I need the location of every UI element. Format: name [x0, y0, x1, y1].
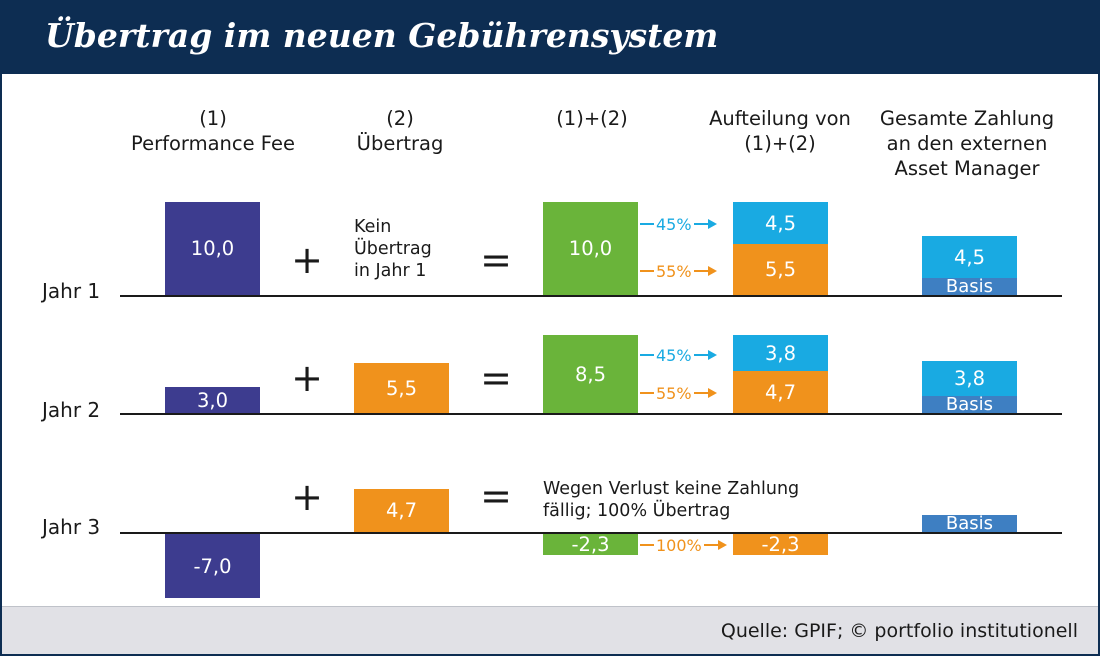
payment-bar-2: 3,8	[922, 361, 1017, 396]
uebertrag-bar-2: 5,5	[354, 363, 449, 413]
baseline-3	[120, 532, 1062, 534]
column-header-sum: (1)+(2)	[556, 107, 628, 130]
arrow-head-icon	[707, 388, 717, 398]
split-bar-100-3: -2,3	[733, 533, 828, 556]
year-label-1: Jahr 1	[42, 279, 101, 303]
sum-bar-1: 10,0	[543, 202, 638, 295]
split-bar-45-1: 4,5	[733, 202, 828, 244]
payment-base-1: Basis	[922, 276, 1017, 297]
payment-bar-1: 4,5	[922, 236, 1017, 278]
plus-sign-3: +	[291, 475, 323, 519]
arrow-head-icon	[707, 266, 717, 276]
sum-bar-2: 8,5	[543, 335, 638, 413]
equals-sign-2: =	[480, 356, 512, 400]
baseline-2	[120, 413, 1062, 415]
year-label-2: Jahr 2	[42, 398, 101, 422]
column-header-performance-fee: (1) Performance Fee	[131, 107, 295, 155]
column-header-gesamt: Gesamte Zahlung an den externen Asset Ma…	[879, 107, 1055, 180]
plus-sign-1: +	[291, 238, 323, 282]
uebertrag-note-1: Kein Übertrag in Jahr 1	[354, 217, 432, 281]
split-bar-45-2: 3,8	[733, 335, 828, 371]
equals-sign-3: =	[480, 474, 512, 518]
arrow-head-icon	[707, 219, 717, 229]
split-bar-55-1: 5,5	[733, 244, 828, 295]
performance-fee-bar-3: -7,0	[165, 534, 260, 598]
baseline-1	[120, 295, 1062, 297]
share-arrow-45-2: 45%	[640, 345, 717, 365]
arrow-head-icon	[707, 350, 717, 360]
payment-base-2: Basis	[922, 394, 1017, 415]
performance-fee-bar-1: 10,0	[165, 202, 260, 295]
arrow-head-icon	[717, 540, 727, 550]
split-bar-55-2: 4,7	[733, 371, 828, 413]
plus-sign-2: +	[291, 356, 323, 400]
share-arrow-100-3: 100%	[640, 535, 727, 555]
year-label-3: Jahr 3	[42, 515, 101, 539]
column-header-uebertrag: (2) Übertrag	[356, 107, 444, 155]
payment-base-3: Basis	[922, 513, 1017, 534]
equals-sign-1: =	[480, 238, 512, 282]
share-arrow-55-1: 55%	[640, 261, 717, 281]
share-arrow-45-1: 45%	[640, 214, 717, 234]
performance-fee-bar-2: 3,0	[165, 387, 260, 413]
page-title: Übertrag im neuen Gebührensystem	[45, 16, 719, 55]
source-credit: Quelle: GPIF; © portfolio institutionell	[720, 620, 1078, 642]
loss-note-3: Wegen Verlust keine Zahlung fällig; 100%…	[543, 479, 800, 521]
footer-bar: Quelle: GPIF; © portfolio institutionell	[2, 606, 1098, 654]
share-arrow-55-2: 55%	[640, 383, 717, 403]
sum-bar-3: -2,3	[543, 533, 638, 556]
header-bar: Übertrag im neuen Gebührensystem	[2, 2, 1098, 74]
uebertrag-bar-3: 4,7	[354, 489, 449, 532]
column-header-aufteilung: Aufteilung von (1)+(2)	[709, 107, 851, 155]
